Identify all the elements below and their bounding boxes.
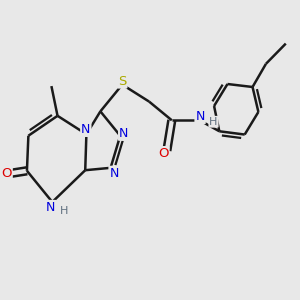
Text: N: N	[110, 167, 119, 180]
Text: O: O	[1, 167, 12, 180]
Text: H: H	[60, 206, 69, 216]
Text: S: S	[118, 74, 126, 88]
Text: N: N	[195, 110, 205, 123]
Text: N: N	[81, 123, 91, 136]
Text: O: O	[158, 147, 169, 160]
Text: N: N	[46, 201, 56, 214]
Text: H: H	[209, 117, 218, 127]
Text: N: N	[119, 127, 128, 140]
